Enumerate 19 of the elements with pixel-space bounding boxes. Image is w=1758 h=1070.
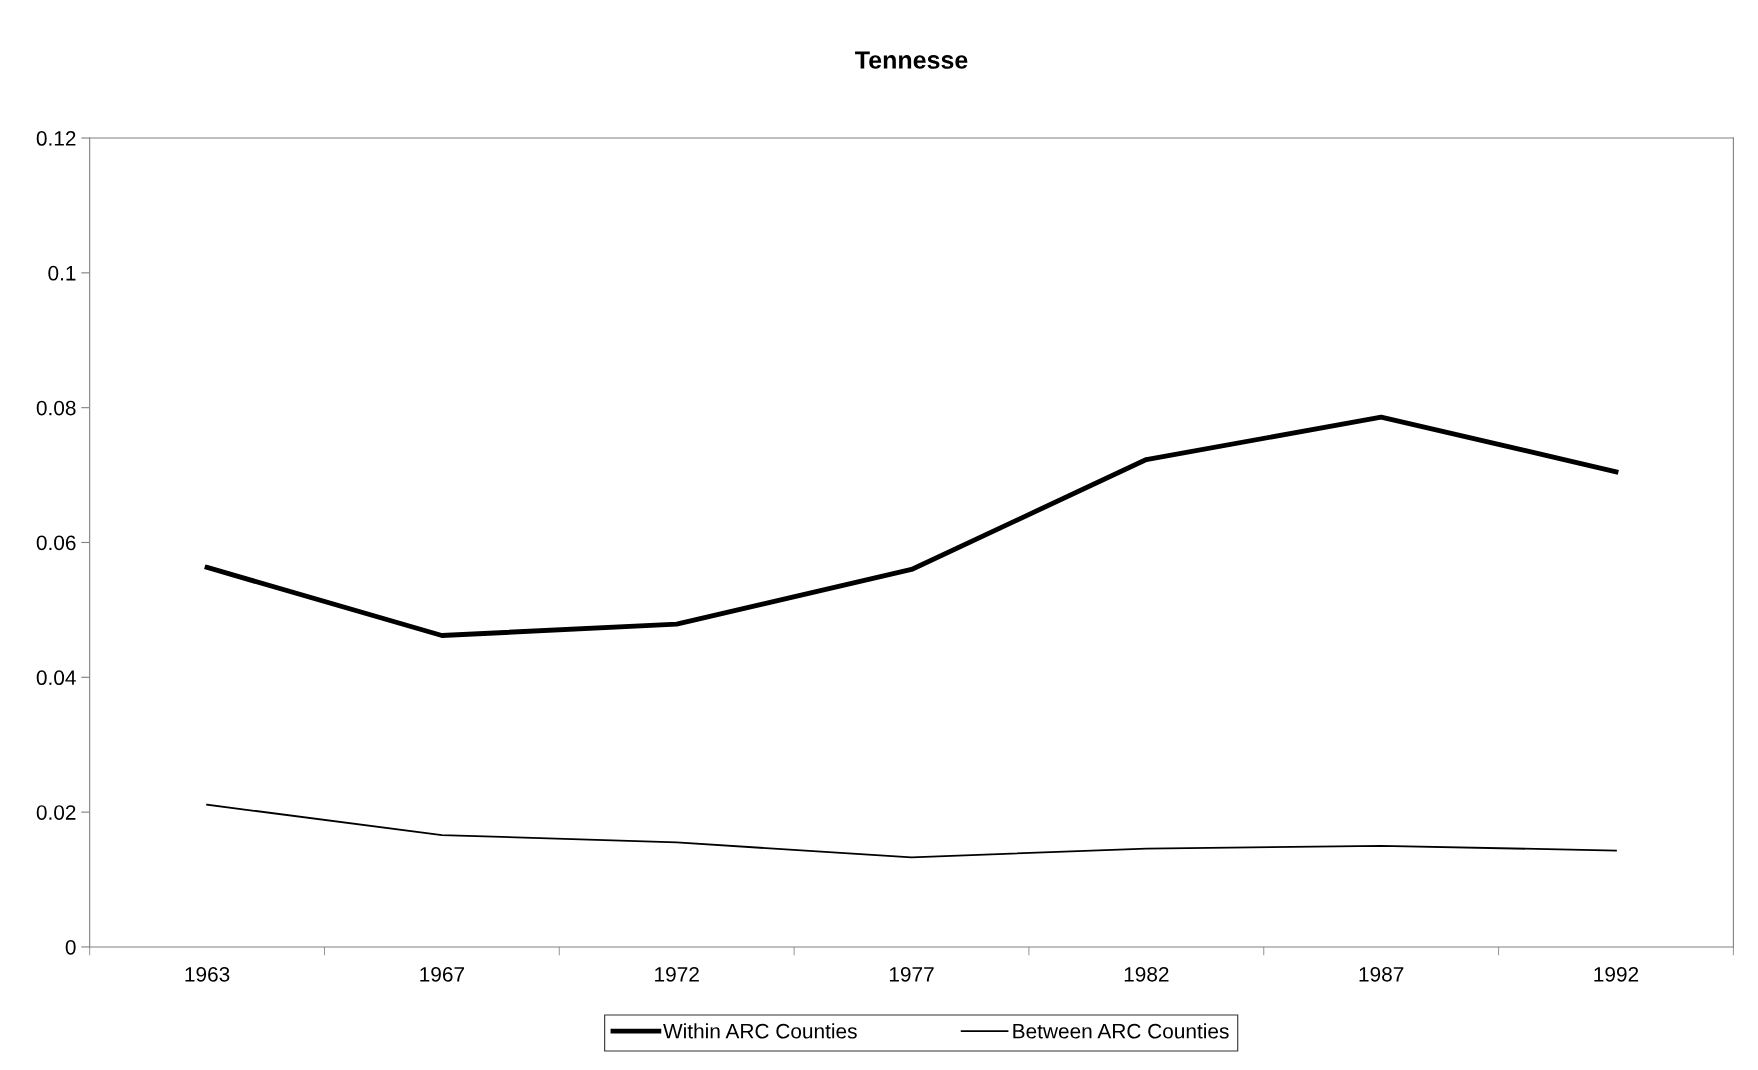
- x-tick-label: 1963: [185, 966, 230, 982]
- x-tick-label: 1967: [420, 966, 465, 982]
- line-series: [204, 414, 1619, 638]
- y-tick-label: 0.02: [36, 805, 76, 820]
- y-tick-label: 0.08: [36, 400, 76, 416]
- y-tick-label: 0.1: [48, 265, 76, 281]
- x-tick-label: 1977: [889, 966, 934, 982]
- y-tick-label: 0.12: [36, 131, 76, 146]
- x-tick-label: 1992: [1594, 966, 1639, 982]
- x-tick-label: 1972: [655, 966, 699, 982]
- line-series: [206, 803, 1617, 859]
- y-tick-label: 0: [65, 939, 76, 955]
- legend-label: Between ARC Counties: [1013, 1023, 1229, 1039]
- x-tick-label: 1987: [1359, 966, 1404, 982]
- y-tick-label: 0.04: [36, 670, 76, 686]
- chart-title: Tennesse: [855, 51, 968, 69]
- legend-label: Within ARC Counties: [663, 1023, 857, 1039]
- y-tick-label: 0.06: [36, 535, 76, 551]
- x-tick-label: 1982: [1124, 966, 1169, 982]
